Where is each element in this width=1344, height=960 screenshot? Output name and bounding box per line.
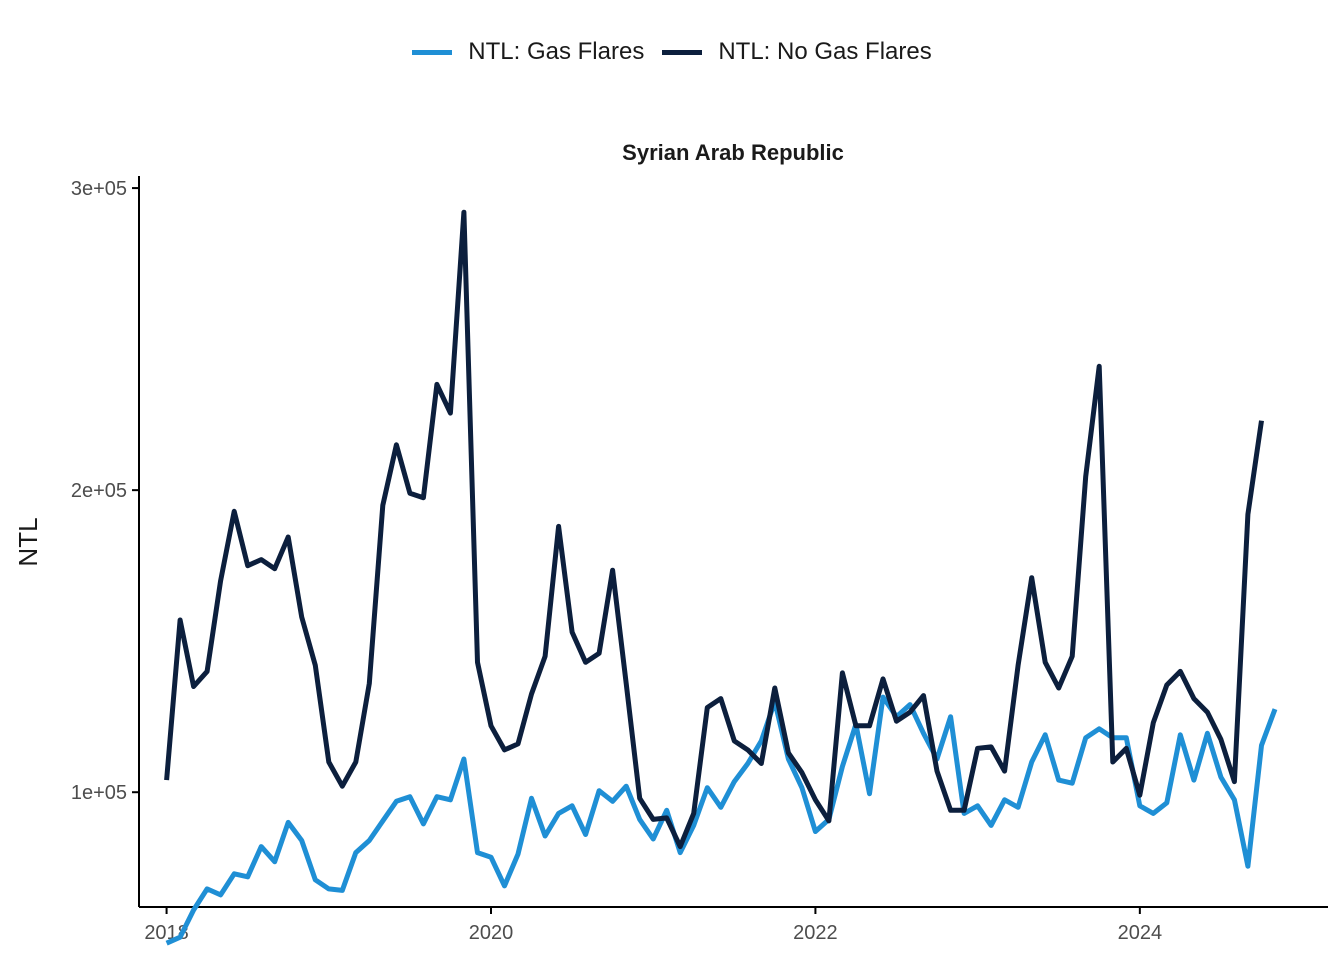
series-line-gas-flares [165,694,1278,946]
series-layer [164,209,1278,946]
y-axis-title: NTL [13,517,43,566]
y-axis-ticks: 1e+05 2e+05 3e+05 [71,178,139,804]
chart-title: Syrian Arab Republic [622,140,844,165]
legend: NTL: Gas Flares NTL: No Gas Flares [0,38,1344,66]
y-tick-label: 3e+05 [71,178,127,200]
x-axis-ticks: 2018 2020 2022 2024 [144,907,1162,944]
legend-item-no-gas-flares: NTL: No Gas Flares [662,38,932,66]
legend-label-gas-flares: NTL: Gas Flares [468,38,645,65]
y-tick-label: 1e+05 [71,782,127,804]
x-tick-label: 2024 [1118,922,1163,944]
series-line-no-gas-flares [164,209,1264,850]
legend-swatch-gas-flares [412,49,453,55]
y-tick-label: 2e+05 [71,480,127,502]
legend-swatch-no-gas-flares [662,49,703,55]
legend-label-no-gas-flares: NTL: No Gas Flares [718,38,932,65]
x-tick-label: 2022 [793,922,838,944]
x-tick-label: 2020 [469,922,514,944]
legend-item-gas-flares: NTL: Gas Flares [412,38,644,66]
